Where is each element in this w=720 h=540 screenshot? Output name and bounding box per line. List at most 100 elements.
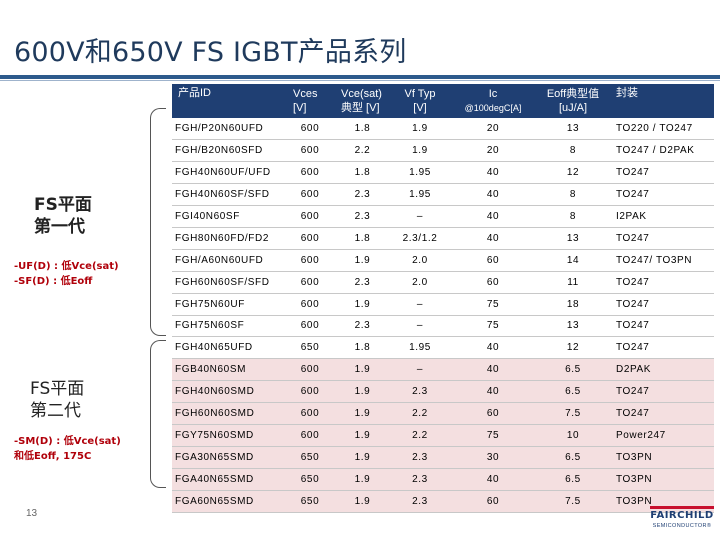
table-cell: 2.0 <box>390 249 450 272</box>
header-eoff: Eoff典型值 [uJ/A] <box>536 84 610 119</box>
table-cell: 11 <box>536 271 610 294</box>
table-cell: 6.5 <box>536 468 610 491</box>
table-cell: FGH/B20N60SFD <box>172 139 285 163</box>
table-cell: 2.3 <box>390 490 450 513</box>
table-cell: 1.8 <box>335 336 390 360</box>
table-cell: TO220 / TO247 <box>610 118 714 141</box>
table-row: FGB40N60SM 600 1.9–40 6.5 D2PAK <box>172 358 714 382</box>
table-cell: 6.5 <box>536 446 610 469</box>
table-cell: 600 <box>285 139 335 163</box>
generation-1-note: -UF(D) : 低Vce(sat) -SF(D) : 低Eoff <box>14 259 119 289</box>
table-cell: TO247 <box>610 227 714 250</box>
table-cell: 600 <box>285 205 335 228</box>
table-cell: 8 <box>536 139 610 163</box>
table-cell: 40 <box>450 161 536 185</box>
table-cell: 600 <box>285 380 335 404</box>
generation-2-note: -SM(D) : 低Vce(sat) 和低Eoff, 175C <box>14 434 121 464</box>
table-cell: FGY75N60SMD <box>172 424 285 447</box>
table-row: FGH/A60N60UFD 600 1.9 2.0 60 14 TO247/ TO3PN <box>172 249 714 272</box>
table-header-row: 产品ID Vces [V] Vce(sat) 典型 [V] Vf Typ [V] Ic… <box>172 84 714 119</box>
table-cell: TO247 <box>610 161 714 185</box>
table-cell: 60 <box>450 490 536 513</box>
table-row: FGA60N65SMD 650 1.9 2.3 60 7.5 TO3PN <box>172 490 714 513</box>
table-cell: 1.8 <box>335 161 390 185</box>
generation-1-label-line1: FS平面 <box>34 195 92 215</box>
table-cell: 600 <box>285 315 335 338</box>
generation-2-label-line1: FS平面 <box>30 379 85 399</box>
header-product-id-label: 产品ID <box>178 87 211 99</box>
table-row: FGY75N60SMD 600 1.9 2.2 75 10 Power247 <box>172 424 714 447</box>
header-vf-line2: [V] <box>413 101 427 114</box>
table-cell: – <box>390 358 450 382</box>
table-cell: TO247 / D2PAK <box>610 139 714 163</box>
header-ic-line2: @100degC[A] <box>464 102 522 113</box>
table-cell: FGA30N65SMD <box>172 446 285 469</box>
table-cell: 18 <box>536 293 610 316</box>
table-cell: TO3PN <box>610 468 714 491</box>
table-cell: 650 <box>285 336 335 360</box>
table-cell: 75 <box>450 424 536 447</box>
table-cell: 650 <box>285 446 335 469</box>
table-cell: 1.95 <box>390 183 450 207</box>
table-cell: FGH80N60FD/FD2 <box>172 227 285 250</box>
table-cell: 1.9 <box>335 402 390 425</box>
table-cell: FGH40N60UF/UFD <box>172 161 285 185</box>
fairchild-logo: FAIRCHILD SEMICONDUCTOR® <box>650 506 714 534</box>
table-cell: 1.9 <box>335 380 390 404</box>
table-cell: 2.0 <box>390 271 450 294</box>
header-vce-sat-line1: Vce(sat) <box>341 87 382 100</box>
generation-2-label-line2: 第二代 <box>30 401 81 421</box>
table-cell: 2.2 <box>390 402 450 425</box>
table-cell: 650 <box>285 490 335 513</box>
product-table: 产品ID Vces [V] Vce(sat) 典型 [V] Vf Typ [V] Ic… <box>172 84 714 513</box>
slide-title: 600V和650V FS IGBT产品系列 <box>14 37 407 68</box>
table-cell: 6.5 <box>536 380 610 404</box>
table-cell: 40 <box>450 380 536 404</box>
table-row: FGI40N60SF 600 2.3–40 8 I2PAK <box>172 205 714 228</box>
table-cell: FGH/P20N60UFD <box>172 118 285 141</box>
header-eoff-line2: [uJ/A] <box>558 101 588 114</box>
table-cell: 600 <box>285 161 335 185</box>
table-cell: 600 <box>285 249 335 272</box>
table-cell: FGH75N60UF <box>172 293 285 316</box>
table-cell: TO247 <box>610 402 714 425</box>
table-cell: 2.3 <box>390 380 450 404</box>
table-cell: TO247/ TO3PN <box>610 249 714 272</box>
table-cell: 1.9 <box>335 468 390 491</box>
table-cell: FGA60N65SMD <box>172 490 285 513</box>
table-cell: 1.95 <box>390 161 450 185</box>
header-vf: Vf Typ [V] <box>390 84 450 119</box>
table-row: FGH40N60SF/SFD 600 2.3 1.95 40 8 TO247 <box>172 183 714 207</box>
table-cell: 1.9 <box>335 490 390 513</box>
table-cell: 13 <box>536 118 610 141</box>
table-cell: 13 <box>536 227 610 250</box>
table-cell: 1.95 <box>390 336 450 360</box>
table-cell: FGB40N60SM <box>172 358 285 382</box>
table-cell: TO247 <box>610 271 714 294</box>
table-cell: 20 <box>450 139 536 163</box>
generation-2-note-line1: -SM(D) : 低Vce(sat) <box>14 436 121 447</box>
generation-1-label-line2: 第一代 <box>34 217 85 237</box>
table-cell: 1.8 <box>335 227 390 250</box>
table-cell: FGH40N60SF/SFD <box>172 183 285 207</box>
table-row: FGH40N60SMD 600 1.9 2.3 40 6.5 TO247 <box>172 380 714 404</box>
table-cell: 2.3 <box>335 183 390 207</box>
generation-2-note-line2: 和低Eoff, 175C <box>14 451 92 462</box>
table-cell: 600 <box>285 118 335 141</box>
table-cell: 600 <box>285 402 335 425</box>
table-row: FGA40N65SMD 650 1.9 2.3 40 6.5 TO3PN <box>172 468 714 491</box>
table-cell: D2PAK <box>610 358 714 382</box>
table-cell: TO247 <box>610 183 714 207</box>
table-cell: 20 <box>450 118 536 141</box>
table-cell: 2.3 <box>335 271 390 294</box>
header-eoff-line1: Eoff典型值 <box>546 87 600 100</box>
table-cell: 2.3 <box>335 205 390 228</box>
table-cell: – <box>390 315 450 338</box>
table-cell: 2.3 <box>335 315 390 338</box>
table-cell: 7.5 <box>536 402 610 425</box>
header-ic: Ic @100degC[A] <box>450 84 536 119</box>
table-cell: – <box>390 205 450 228</box>
table-cell: 60 <box>450 402 536 425</box>
header-package-label: 封装 <box>616 87 638 99</box>
table-cell: 2.2 <box>335 139 390 163</box>
